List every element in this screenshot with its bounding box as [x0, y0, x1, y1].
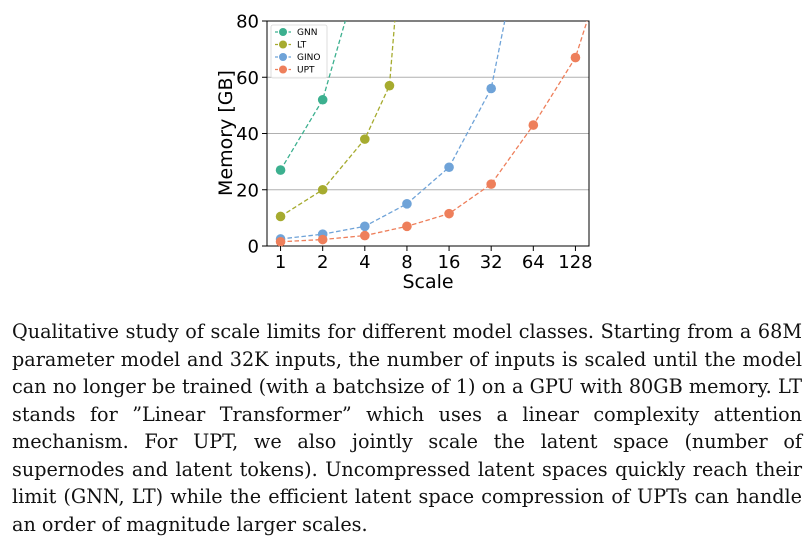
- data-point-gnn: [317, 94, 328, 105]
- x-tick-label: 64: [522, 252, 545, 273]
- x-tick-label: 128: [558, 252, 592, 273]
- data-point-gino: [444, 162, 454, 173]
- x-tick-label: 1: [275, 252, 286, 273]
- data-point-gino: [486, 83, 496, 94]
- gridlines: [267, 76, 589, 191]
- y-tick-label: 20: [236, 180, 259, 201]
- data-point-upt: [317, 234, 328, 245]
- legend-label-upt: UPT: [297, 66, 315, 76]
- data-point-upt: [444, 208, 454, 219]
- data-point-upt: [486, 179, 496, 189]
- data-point-gino: [360, 221, 370, 232]
- series-line-gnn: [280, 21, 346, 171]
- legend-box: [270, 24, 328, 79]
- axis-ticks: 0 20 40 60 80 1 2 4 8 16 32 64 128: [236, 12, 593, 274]
- data-point-upt: [275, 236, 286, 247]
- memory-scale-chart: 0 20 40 60 80 1 2 4 8 16 32 64 128 Scale Memory [GB]…: [215, 12, 593, 294]
- legend-label-gnn: GNN: [297, 28, 317, 38]
- legend-marker-gnn: [279, 28, 287, 36]
- y-axis-label: Memory [GB]: [215, 70, 237, 196]
- legend-label-gino: GINO: [297, 53, 320, 63]
- y-tick-label: 0: [248, 237, 259, 258]
- legend-marker-gino: [279, 53, 287, 61]
- data-point-upt: [528, 120, 539, 130]
- legend: GNN LT GINO UPT: [270, 24, 328, 79]
- data-point-lt: [384, 80, 395, 91]
- x-tick-label: 8: [401, 252, 412, 273]
- x-axis-label: Scale: [402, 271, 453, 293]
- legend-marker-upt: [279, 65, 287, 74]
- data-point-gino: [402, 199, 412, 209]
- data-point-upt: [360, 230, 370, 241]
- x-tick-label: 4: [359, 252, 370, 273]
- data-point-lt: [275, 211, 286, 222]
- data-markers: [275, 52, 581, 247]
- data-point-upt: [570, 52, 581, 63]
- y-tick-label: 80: [236, 12, 259, 33]
- data-point-gnn: [275, 165, 286, 175]
- data-point-lt: [317, 184, 328, 195]
- data-point-upt: [402, 221, 412, 232]
- figure-caption: Qualitative study of scale limits for di…: [12, 320, 802, 536]
- y-tick-label: 60: [236, 68, 259, 89]
- x-tick-label: 32: [480, 252, 503, 273]
- x-tick-label: 2: [317, 252, 328, 273]
- x-tick-label: 16: [438, 252, 461, 273]
- y-tick-label: 40: [236, 124, 259, 145]
- legend-marker-lt: [279, 40, 287, 49]
- legend-label-lt: LT: [297, 41, 307, 51]
- data-point-lt: [360, 134, 370, 144]
